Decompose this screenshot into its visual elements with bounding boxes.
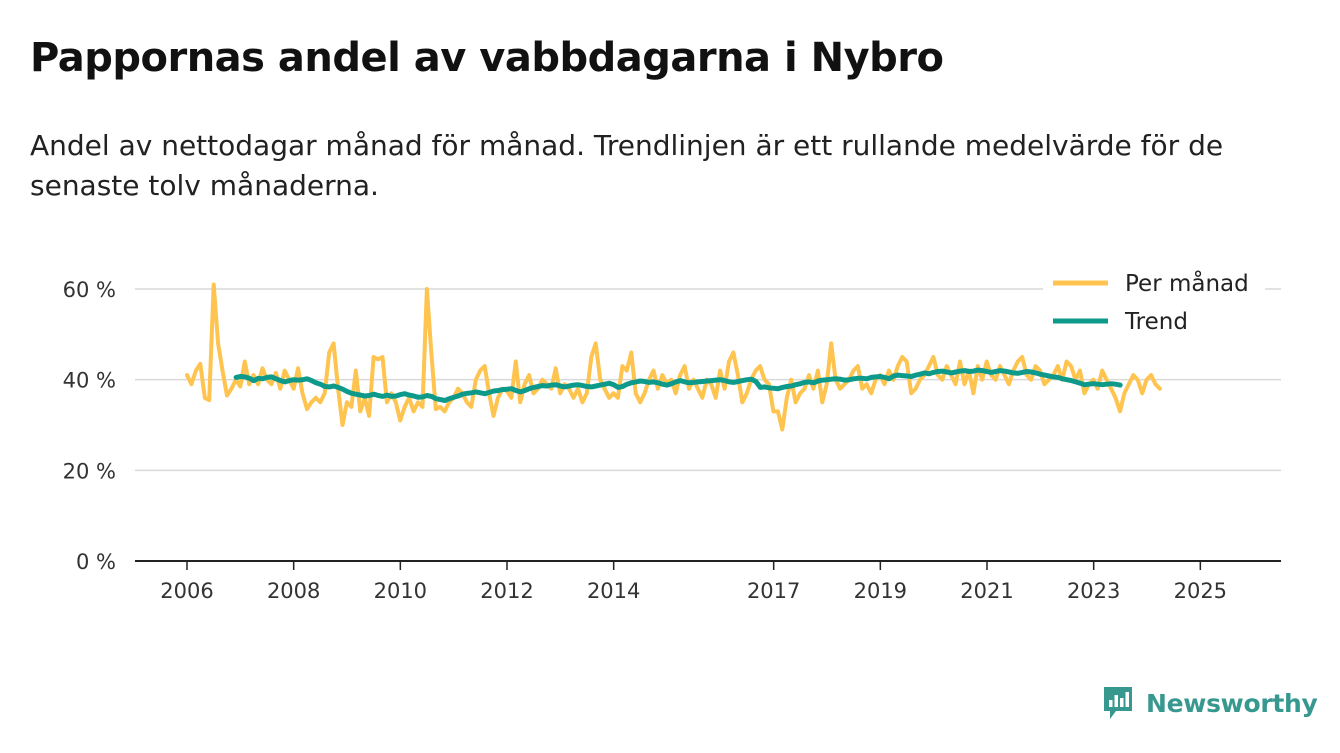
x-tick-label: 2019 <box>854 579 907 603</box>
series-lines <box>185 282 1162 432</box>
chart-legend: Per månad Trend <box>1043 262 1265 342</box>
x-tick-label: 2023 <box>1067 579 1120 603</box>
brand-name: Newsworthy <box>1146 688 1318 718</box>
x-tick-label: 2025 <box>1174 579 1227 603</box>
x-tick-label: 2006 <box>160 579 213 603</box>
x-tick-label: 2010 <box>374 579 427 603</box>
x-tick-label: 2021 <box>960 579 1013 603</box>
newsworthy-logo-icon <box>1104 687 1132 719</box>
legend-label: Per månad <box>1125 269 1249 297</box>
legend-background <box>1043 262 1265 342</box>
x-axis-ticks: 2006 2008 2010 2012 2014 2017 2019 2021 2023 2025 <box>160 561 1227 603</box>
x-tick-label: 2012 <box>480 579 533 603</box>
legend-label: Trend <box>1124 309 1188 335</box>
x-tick-label: 2008 <box>267 579 320 603</box>
x-tick-label: 2017 <box>747 579 800 603</box>
y-tick-label: 40 % <box>63 369 116 393</box>
x-tick-label: 2014 <box>587 579 640 603</box>
page-subtitle: Andel av nettodagar månad för månad. Tre… <box>30 129 1224 202</box>
series-line-trend <box>233 367 1123 403</box>
y-tick-label: 0 % <box>76 550 116 574</box>
y-axis-ticks: 0 % 20 % 40 % 60 % <box>63 278 116 574</box>
series-line-per-manad <box>185 282 1162 432</box>
y-tick-label: 60 % <box>63 278 116 302</box>
y-tick-label: 20 % <box>63 459 116 483</box>
page-title: Pappornas andel av vabbdagarna i Nybro <box>30 35 944 81</box>
brand-logo: Newsworthy <box>1102 683 1318 723</box>
